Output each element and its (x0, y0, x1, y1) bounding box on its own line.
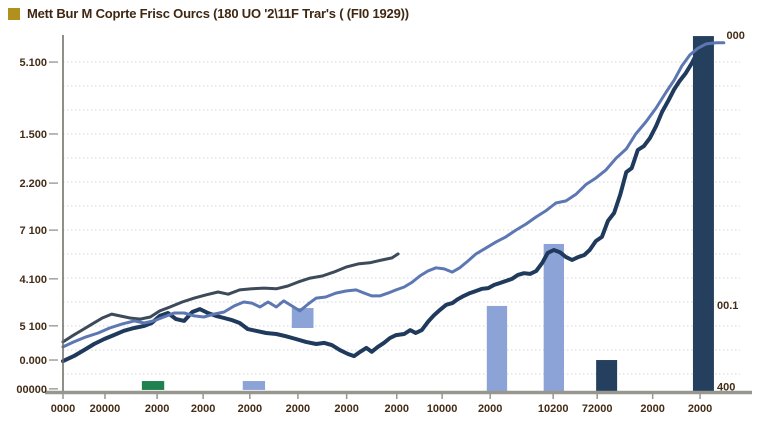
line-blue (61, 41, 726, 349)
legend-swatch-icon (8, 7, 20, 20)
x-axis-label: 2000 (688, 403, 712, 415)
x-axis-label: 2000 (145, 403, 169, 415)
y-axis-label: 5.100 (19, 57, 47, 69)
bar-lightblue-floating (291, 308, 314, 328)
chart-title: Mett Bur M Coprte Frisc Ourcs (180 UO '2… (27, 6, 409, 21)
line-charcoal (61, 252, 400, 344)
line-navy (61, 39, 705, 364)
y-axis-label: 2.200 (19, 178, 47, 190)
x-axis-label: 72000 (582, 403, 613, 415)
chart-header: Mett Bur M Coprte Frisc Ourcs (180 UO '2… (8, 6, 409, 21)
bar-lightblue-3 (543, 243, 564, 391)
annotation-001: 00.1 (717, 300, 738, 312)
bar-navy-small (596, 360, 618, 391)
bar-green (141, 381, 165, 390)
y-axis-label: 7 100 (19, 225, 47, 237)
x-axis-label: 10000 (427, 403, 458, 415)
y-axis-label: 4.100 (19, 274, 47, 286)
x-axis-label: 10200 (538, 403, 569, 415)
y-axis-label: 1.500 (19, 129, 47, 141)
bar-lightblue-2 (486, 305, 508, 391)
annotation-400: 400 (717, 382, 735, 394)
y-axis-label: 5 100 (19, 321, 47, 333)
y-axis-label: 00000 (16, 384, 47, 396)
x-axis-label: 2000 (385, 403, 409, 415)
bar-lightblue-1 (242, 381, 266, 390)
x-axis-label: 2000 (238, 403, 262, 415)
x-axis-label: 2000 (640, 403, 664, 415)
x-axis-label: 2000 (334, 403, 358, 415)
x-axis-label: 0000 (51, 403, 75, 415)
bar-navy-tall (692, 36, 714, 392)
x-axis-label: 2000 (478, 403, 502, 415)
y-axis-label: 0.000 (19, 355, 47, 367)
x-axis-label: 2000 (286, 403, 310, 415)
x-axis-label: 20000 (90, 403, 121, 415)
annotation-000: 000 (726, 30, 744, 42)
x-axis-label: 2000 (191, 403, 215, 415)
